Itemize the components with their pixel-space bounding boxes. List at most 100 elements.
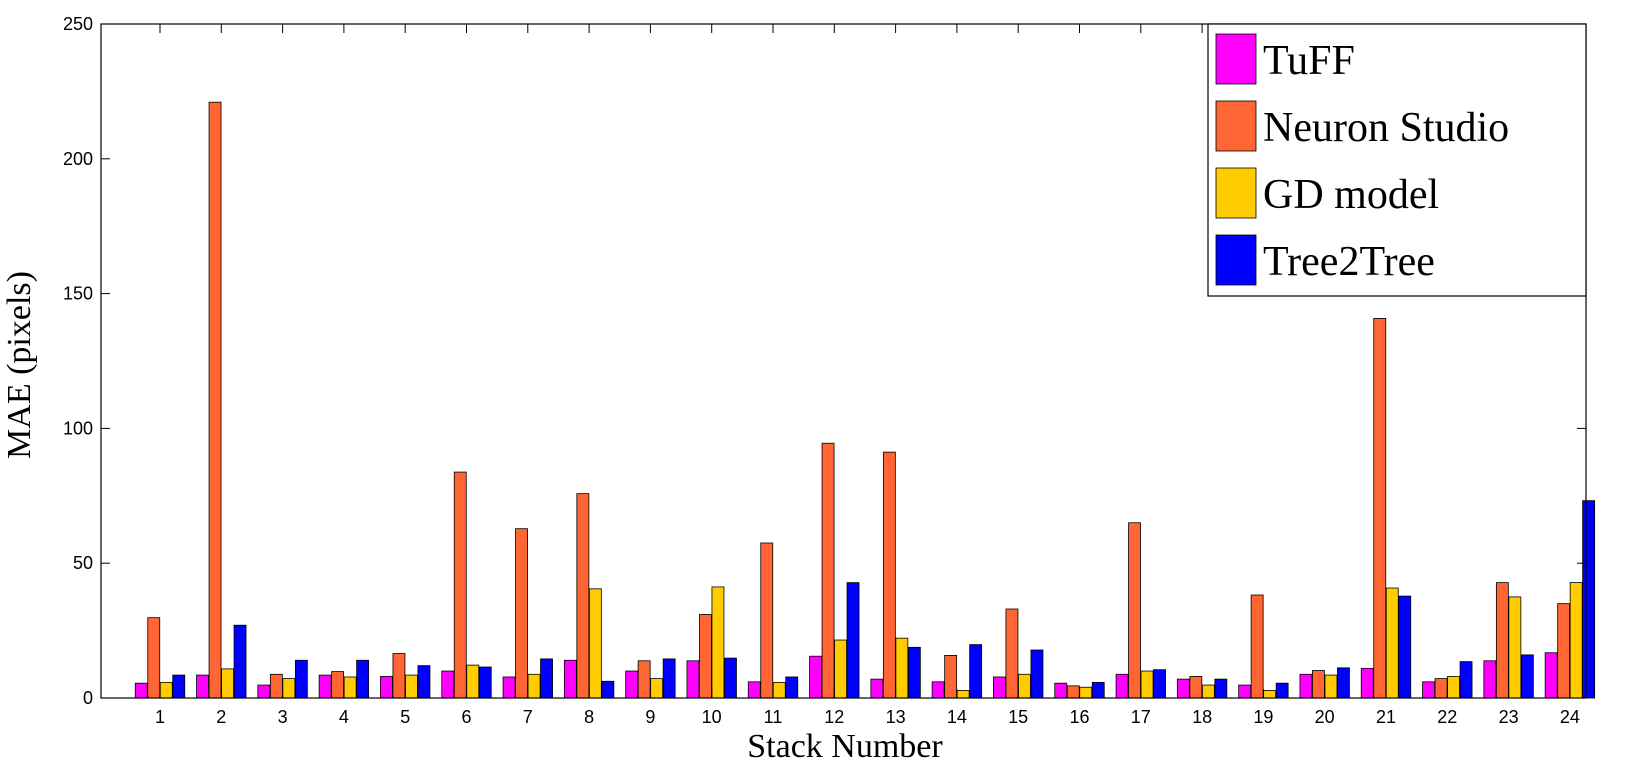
bar-tree2tree-10	[724, 657, 737, 699]
bar-tuff-14	[931, 681, 945, 699]
bar-neuron-studio-14	[944, 655, 958, 699]
bar-neuron-studio-20	[1312, 670, 1325, 699]
bar-neuron-studio-12	[821, 442, 835, 699]
bar-gd-model-18	[1201, 684, 1215, 699]
bar-neuron-studio-9	[637, 660, 651, 699]
x-tick-label: 22	[1437, 707, 1457, 727]
bar-gd-model-8	[588, 588, 602, 699]
x-tick-label: 17	[1131, 707, 1151, 727]
legend: TuFF Neuron Studio GD model Tree2Tree	[1207, 23, 1587, 297]
y-tick-label: 50	[73, 553, 93, 573]
bar-tree2tree-1	[172, 674, 186, 699]
bar-gd-model-4	[343, 676, 357, 699]
bar-neuron-studio-15	[1005, 608, 1019, 699]
y-axis-title: MAE (pixels)	[1, 271, 38, 459]
legend-label-neuron-studio: Neuron Studio	[1263, 105, 1509, 151]
bar-neuron-studio-24	[1557, 603, 1571, 699]
legend-label-gd-model: GD model	[1263, 172, 1439, 218]
bar-gd-model-21	[1385, 587, 1399, 699]
bar-neuron-studio-2	[208, 101, 222, 699]
bar-neuron-studio-11	[760, 542, 774, 699]
bar-tree2tree-12	[846, 582, 860, 699]
bar-gd-model-22	[1447, 676, 1460, 699]
bar-tuff-15	[993, 676, 1006, 699]
bar-tuff-13	[870, 678, 884, 699]
bar-neuron-studio-7	[515, 528, 528, 699]
bar-gd-model-15	[1018, 673, 1031, 699]
bar-neuron-studio-16	[1066, 685, 1080, 699]
x-tick-label: 15	[1008, 707, 1028, 727]
bar-gd-model-17	[1140, 670, 1154, 699]
bar-tuff-6	[441, 670, 455, 699]
x-tick-label: 8	[584, 707, 594, 727]
bar-tuff-17	[1115, 673, 1129, 699]
legend-swatch-gd-model	[1215, 167, 1257, 219]
bar-tuff-16	[1054, 682, 1068, 699]
y-tick-label: 0	[83, 688, 93, 708]
legend-swatch-tree2tree	[1215, 234, 1257, 286]
y-tick-label: 200	[63, 149, 93, 169]
x-tick-label: 19	[1253, 707, 1273, 727]
bar-tree2tree-4	[356, 659, 370, 699]
bar-tree2tree-3	[294, 659, 308, 699]
bar-tree2tree-6	[478, 666, 492, 699]
bar-neuron-studio-21	[1373, 318, 1387, 699]
bar-gd-model-10	[711, 586, 725, 699]
plot-frame	[100, 23, 1587, 699]
bar-tuff-12	[809, 655, 822, 699]
bar-gd-model-5	[405, 674, 418, 699]
bar-tree2tree-21	[1398, 595, 1412, 699]
bar-tree2tree-8	[601, 680, 615, 699]
x-tick-label: 20	[1315, 707, 1335, 727]
bar-neuron-studio-3	[269, 673, 283, 699]
bar-tree2tree-7	[540, 658, 553, 699]
bar-tree2tree-14	[969, 644, 983, 699]
bar-gd-model-13	[895, 637, 909, 699]
bar-gd-model-1	[159, 681, 173, 699]
bar-tuff-1	[134, 682, 148, 699]
x-tick-label: 13	[886, 707, 906, 727]
bar-tuff-7	[502, 676, 516, 699]
y-tick-label: 250	[63, 14, 93, 34]
x-tick-label: 1	[155, 707, 165, 727]
x-tick-label: 24	[1560, 707, 1580, 727]
bar-neuron-studio-23	[1495, 582, 1509, 699]
bar-tuff-3	[257, 684, 271, 699]
bar-neuron-studio-4	[331, 671, 345, 699]
bar-tree2tree-2	[233, 624, 247, 699]
bar-tuff-18	[1176, 678, 1190, 699]
bar-gd-model-2	[221, 668, 234, 699]
bar-tree2tree-17	[1153, 669, 1166, 699]
bar-neuron-studio-6	[453, 471, 467, 699]
bar-tuff-8	[563, 659, 577, 699]
bar-tree2tree-22	[1459, 661, 1473, 699]
x-tick-label: 2	[216, 707, 226, 727]
x-tick-label: 9	[645, 707, 655, 727]
bar-neuron-studio-19	[1250, 594, 1264, 699]
bar-neuron-studio-18	[1189, 676, 1203, 699]
bar-tuff-5	[380, 676, 393, 699]
bar-tuff-24	[1544, 652, 1558, 699]
legend-swatch-neuron-studio	[1215, 100, 1257, 152]
bar-tree2tree-20	[1337, 667, 1350, 699]
bar-tuff-21	[1360, 667, 1374, 699]
x-tick-label: 12	[824, 707, 844, 727]
legend-swatch-tuff	[1215, 33, 1257, 85]
x-tick-label: 3	[278, 707, 288, 727]
bar-neuron-studio-10	[699, 614, 712, 699]
x-tick-label: 11	[764, 707, 783, 727]
bar-tuff-19	[1238, 684, 1252, 699]
bar-tuff-23	[1483, 660, 1497, 699]
bar-tree2tree-19	[1275, 682, 1289, 699]
bar-tree2tree-24	[1582, 500, 1596, 699]
bar-gd-model-9	[650, 678, 664, 699]
x-tick-label: 6	[461, 707, 471, 727]
bar-tree2tree-23	[1520, 654, 1534, 699]
bar-gd-model-7	[527, 673, 541, 699]
bar-neuron-studio-13	[882, 451, 896, 699]
bar-gd-model-14	[956, 690, 970, 699]
bar-gd-model-23	[1508, 596, 1522, 699]
bar-tree2tree-9	[662, 658, 676, 699]
legend-box	[1207, 23, 1587, 297]
